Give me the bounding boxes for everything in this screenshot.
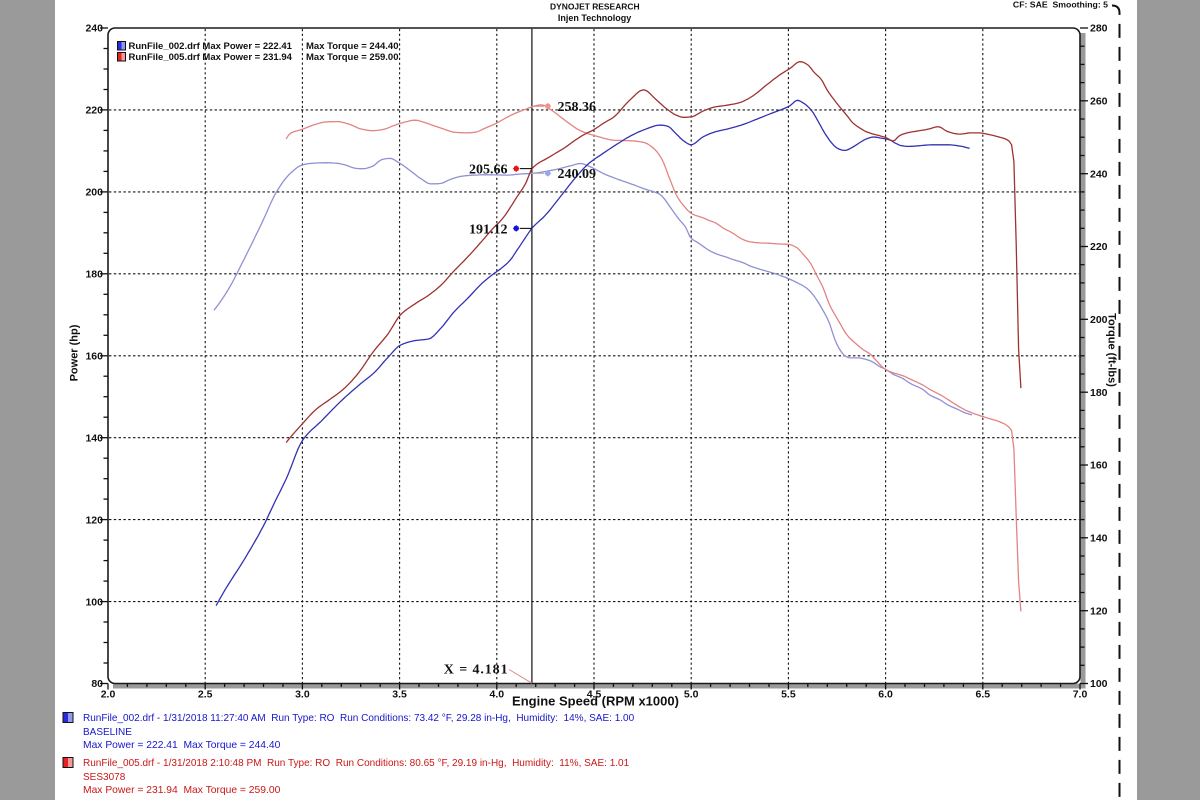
svg-text:Max Power = 222.41 Max Torque: Max Power = 222.41 Max Torque = 244.40: [83, 740, 281, 751]
svg-text:140: 140: [1090, 533, 1108, 545]
svg-text:240.09: 240.09: [558, 167, 597, 182]
svg-text:DYNOJET RESEARCH: DYNOJET RESEARCH: [550, 2, 640, 12]
svg-text:5.0: 5.0: [684, 689, 699, 701]
svg-text:3.5: 3.5: [392, 689, 407, 701]
svg-text:3.0: 3.0: [295, 689, 310, 701]
svg-text:120: 120: [1090, 605, 1108, 617]
svg-text:180: 180: [1090, 387, 1108, 399]
svg-text:200: 200: [85, 187, 103, 199]
svg-text:280: 280: [1090, 23, 1108, 35]
svg-text:4.5: 4.5: [587, 689, 602, 701]
svg-text:Max Power = 231.94 Max Torque: Max Power = 231.94 Max Torque = 259.00: [83, 785, 281, 796]
svg-text:CF: SAE Smoothing: 5: CF: SAE Smoothing: 5: [1013, 0, 1108, 10]
svg-text:Injen Technology: Injen Technology: [558, 13, 631, 23]
svg-text:258.36: 258.36: [558, 100, 597, 115]
svg-text:Torque (ft-lbs): Torque (ft-lbs): [1106, 313, 1118, 387]
svg-text:5.5: 5.5: [781, 689, 796, 701]
svg-text:7.0: 7.0: [1073, 689, 1088, 701]
svg-text:160: 160: [1090, 460, 1108, 472]
svg-text:220: 220: [1090, 241, 1108, 253]
svg-text:140: 140: [85, 432, 103, 444]
svg-text:Power (hp): Power (hp): [69, 324, 81, 381]
svg-text:BASELINE: BASELINE: [83, 727, 132, 738]
svg-text:180: 180: [85, 269, 103, 281]
svg-text:205.66: 205.66: [469, 163, 508, 178]
svg-text:SES3078: SES3078: [83, 772, 126, 783]
svg-text:191.12: 191.12: [469, 222, 508, 237]
svg-text:RunFile_002.drf Max Power = 22: RunFile_002.drf Max Power = 222.41: [129, 41, 293, 52]
svg-text:160: 160: [85, 350, 103, 362]
svg-text:240: 240: [85, 23, 103, 35]
svg-text:RunFile_002.drf - 1/31/2018 11: RunFile_002.drf - 1/31/2018 11:27:40 AM …: [83, 713, 635, 724]
svg-text:2.5: 2.5: [198, 689, 213, 701]
svg-text:240: 240: [1090, 168, 1108, 180]
svg-text:80: 80: [91, 678, 103, 690]
svg-text:X = 4.181: X = 4.181: [444, 663, 509, 678]
svg-text:6.0: 6.0: [878, 689, 893, 701]
svg-text:100: 100: [85, 596, 103, 608]
svg-text:120: 120: [85, 514, 103, 526]
svg-text:260: 260: [1090, 96, 1108, 108]
svg-text:2.0: 2.0: [101, 689, 116, 701]
svg-text:4.0: 4.0: [489, 689, 504, 701]
svg-text:6.5: 6.5: [975, 689, 990, 701]
svg-text:RunFile_005.drf Max Power = 23: RunFile_005.drf Max Power = 231.94: [129, 52, 293, 63]
svg-text:Max Torque = 259.00: Max Torque = 259.00: [306, 52, 399, 63]
svg-text:Max Torque = 244.40: Max Torque = 244.40: [306, 41, 399, 52]
svg-text:RunFile_005.drf - 1/31/2018 2:: RunFile_005.drf - 1/31/2018 2:10:48 PM R…: [83, 758, 630, 769]
svg-text:220: 220: [85, 105, 103, 117]
svg-text:Engine Speed (RPM x1000): Engine Speed (RPM x1000): [512, 694, 679, 709]
svg-text:200: 200: [1090, 314, 1108, 326]
svg-text:100: 100: [1090, 678, 1108, 690]
